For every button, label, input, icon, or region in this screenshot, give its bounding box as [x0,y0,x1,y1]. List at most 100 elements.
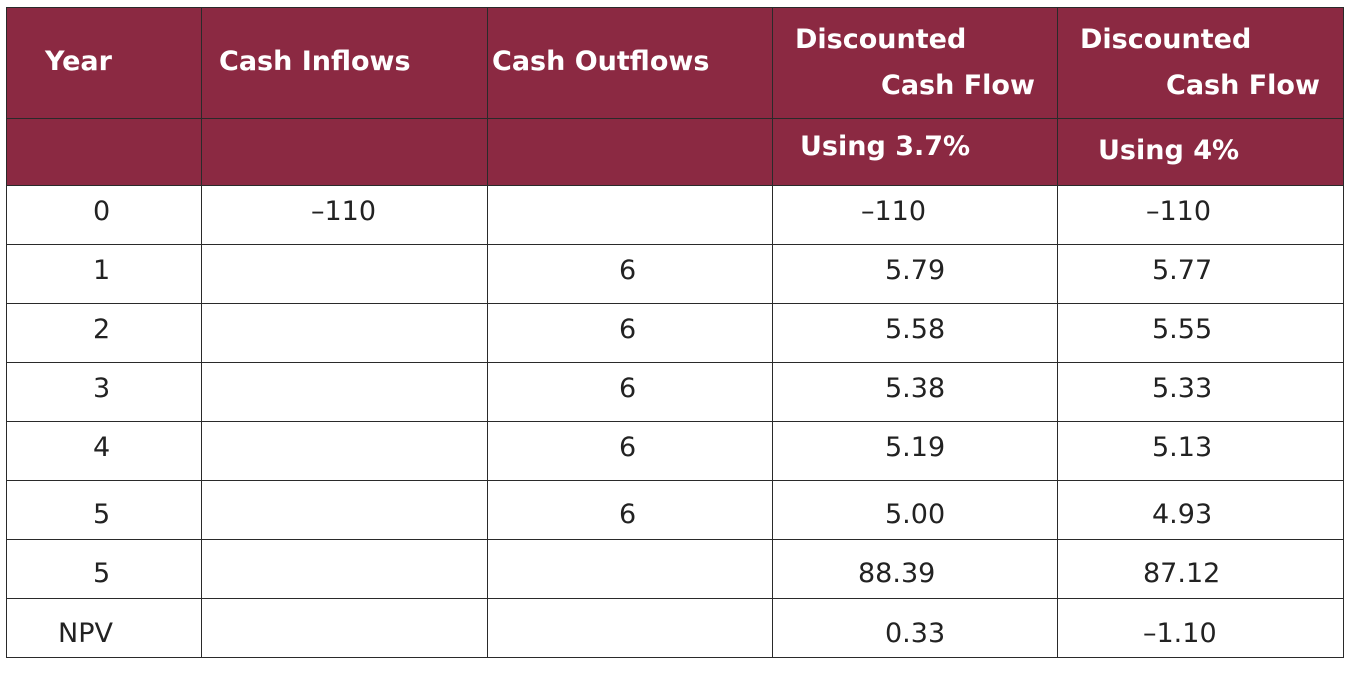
dcf-4-value: 5.33 [1152,373,1213,404]
dcf-37-value: 5.58 [885,314,946,345]
cell-dcf-37: 0.33 [772,598,1058,658]
outflow-value: 6 [619,432,637,463]
cell-outflow: 6 [487,303,773,363]
inflow-value: –110 [311,196,377,227]
header-cell-year: Year [6,7,202,119]
cell-outflow [487,185,773,245]
cell-dcf-37: –110 [772,185,1058,245]
cell-dcf-4: 4.93 [1057,480,1344,540]
cell-outflow [487,598,773,658]
cell-dcf-37: 5.38 [772,362,1058,422]
header-rate-4-label: Using 4% [1098,135,1240,166]
cell-inflow [201,421,488,481]
cell-inflow [201,244,488,304]
cell-year: NPV [6,598,202,658]
cell-inflow [201,303,488,363]
header-rate-cell-inflows [201,118,488,186]
table-row: 4 6 5.19 5.13 [6,421,1344,481]
cell-dcf-4: 5.33 [1057,362,1344,422]
header-year-label: Year [45,46,112,77]
cell-dcf-37: 88.39 [772,539,1058,599]
header-rate-cell-4: Using 4% [1057,118,1344,186]
dcf-37-value: –110 [861,196,927,227]
header-dcf-37-line2: Cash Flow [881,70,1035,101]
year-value: 5 [93,558,111,589]
table-row: 5 6 5.00 4.93 [6,480,1344,540]
header-cell-dcf-37: Discounted Cash Flow [772,7,1058,119]
npv-dcf-37-value: 0.33 [885,618,946,649]
cell-year: 0 [6,185,202,245]
dcf-4-value: 5.55 [1152,314,1213,345]
cell-dcf-4: 5.77 [1057,244,1344,304]
header-cash-inflows-label: Cash Inflows [219,46,411,77]
header-cell-cash-inflows: Cash Inflows [201,7,488,119]
table-row: 2 6 5.58 5.55 [6,303,1344,363]
header-cell-cash-outflows: Cash Outflows [487,7,773,119]
cell-dcf-4: 5.13 [1057,421,1344,481]
cell-dcf-37: 5.00 [772,480,1058,540]
table-row: 5 88.39 87.12 [6,539,1344,599]
cell-year: 4 [6,421,202,481]
cell-inflow [201,362,488,422]
dcf-4-value: –110 [1146,196,1212,227]
year-value: 4 [93,432,111,463]
dcf-37-value: 5.38 [885,373,946,404]
year-value: 1 [93,255,111,286]
header-dcf-4-line2: Cash Flow [1166,70,1320,101]
cell-dcf-4: 5.55 [1057,303,1344,363]
dcf-4-value: 87.12 [1143,558,1221,589]
cell-dcf-37: 5.58 [772,303,1058,363]
header-dcf-37-line1: Discounted [795,24,967,55]
cell-outflow: 6 [487,362,773,422]
npv-label: NPV [58,618,113,649]
cell-outflow [487,539,773,599]
npv-dcf-4-value: –1.10 [1143,618,1217,649]
header-rate-row: Using 3.7% Using 4% [6,118,1344,186]
cell-dcf-4: 87.12 [1057,539,1344,599]
table-row: 3 6 5.38 5.33 [6,362,1344,422]
cell-dcf-37: 5.19 [772,421,1058,481]
cell-year: 5 [6,539,202,599]
cell-inflow [201,598,488,658]
year-value: 3 [93,373,111,404]
dcf-37-value: 88.39 [858,558,936,589]
table-row: 0 –110 –110 –110 [6,185,1344,245]
year-value: 2 [93,314,111,345]
cell-year: 3 [6,362,202,422]
cell-inflow: –110 [201,185,488,245]
table-row-npv: NPV 0.33 –1.10 [6,598,1344,658]
cell-outflow: 6 [487,480,773,540]
cell-year: 1 [6,244,202,304]
header-rate-cell-year [6,118,202,186]
year-value: 5 [93,499,111,530]
dcf-4-value: 5.13 [1152,432,1213,463]
cell-year: 2 [6,303,202,363]
cell-outflow: 6 [487,421,773,481]
cell-inflow [201,480,488,540]
cash-flow-table: Year Cash Inflows Cash Outflows Discount… [6,7,1344,658]
header-row: Year Cash Inflows Cash Outflows Discount… [6,7,1344,119]
cell-dcf-37: 5.79 [772,244,1058,304]
cell-outflow: 6 [487,244,773,304]
cell-dcf-4: –110 [1057,185,1344,245]
outflow-value: 6 [619,373,637,404]
outflow-value: 6 [619,255,637,286]
dcf-37-value: 5.00 [885,499,946,530]
dcf-4-value: 4.93 [1152,499,1213,530]
header-rate-37-label: Using 3.7% [800,131,971,162]
table-row: 1 6 5.79 5.77 [6,244,1344,304]
cell-year: 5 [6,480,202,540]
dcf-37-value: 5.79 [885,255,946,286]
header-rate-cell-37: Using 3.7% [772,118,1058,186]
outflow-value: 6 [619,314,637,345]
header-dcf-4-line1: Discounted [1080,24,1252,55]
header-cell-dcf-4: Discounted Cash Flow [1057,7,1344,119]
cell-inflow [201,539,488,599]
year-value: 0 [93,196,111,227]
outflow-value: 6 [619,499,637,530]
dcf-37-value: 5.19 [885,432,946,463]
header-rate-cell-outflows [487,118,773,186]
cell-dcf-4: –1.10 [1057,598,1344,658]
header-cash-outflows-label: Cash Outflows [492,46,710,77]
dcf-4-value: 5.77 [1152,255,1213,286]
